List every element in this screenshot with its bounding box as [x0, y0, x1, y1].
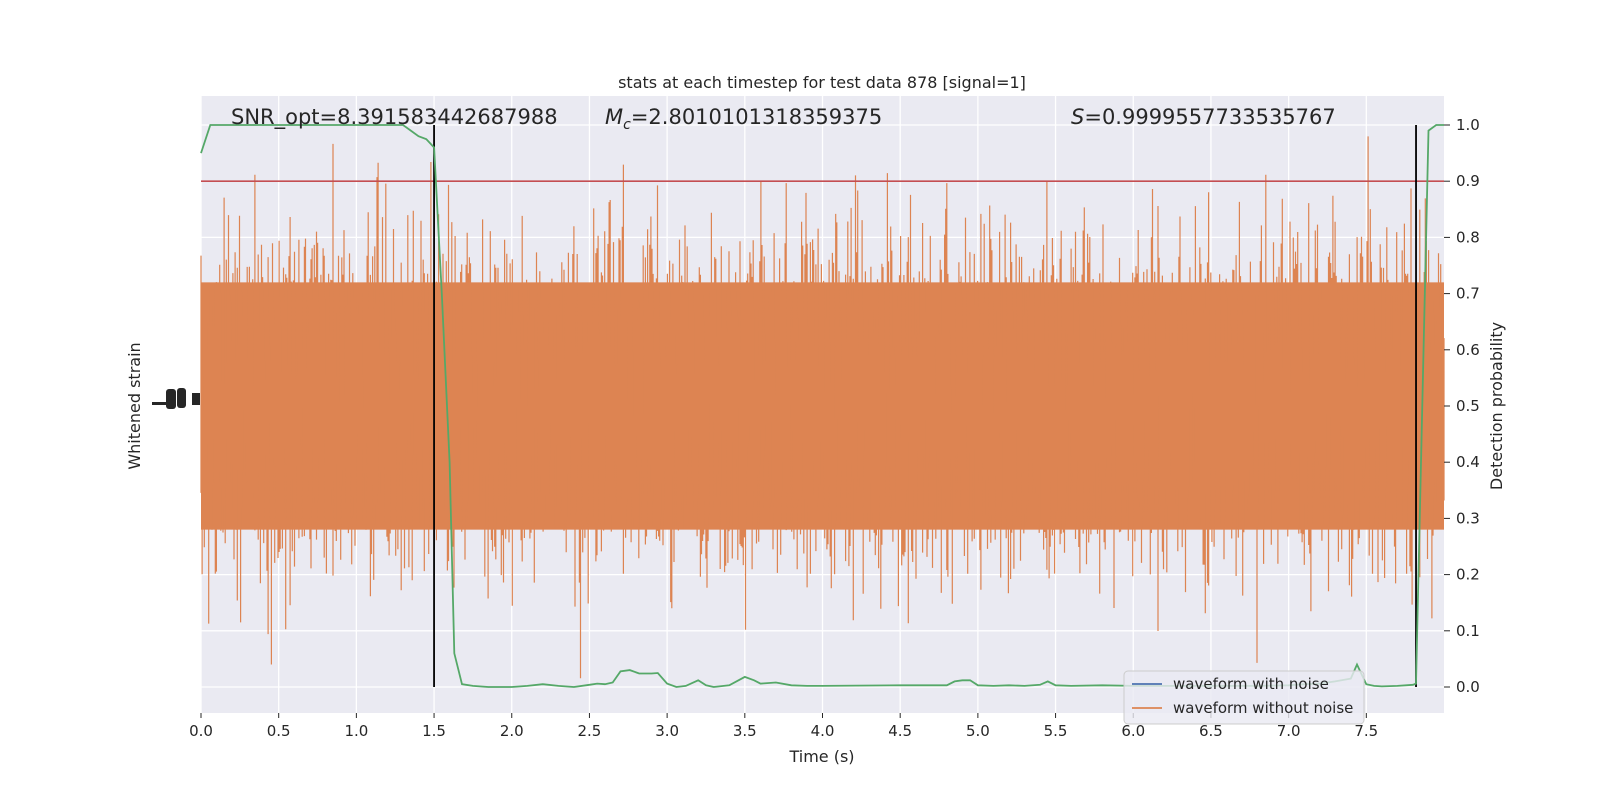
x-tick-label: 3.0: [655, 722, 679, 740]
y-tick-label: 0.7: [1456, 285, 1480, 303]
s-symbol: S: [1071, 105, 1084, 129]
legend: waveform with noise waveform without noi…: [1123, 670, 1365, 725]
s-annotation: S=0.9999557733535767: [1071, 105, 1336, 129]
y-tick-label: 0.4: [1456, 453, 1480, 471]
left-y-axis-label: Whitened strain: [125, 342, 144, 469]
chirp-mass-value: =2.8010101318359375: [631, 105, 882, 129]
left-axis-tick-cluster: [152, 388, 200, 409]
snr-annotation: SNR_opt=8.391583442687988: [231, 105, 558, 130]
legend-label-waveform-without-noise: waveform without noise: [1173, 699, 1353, 717]
noise-band: [200, 136, 1445, 679]
y-tick-label: 0.3: [1456, 509, 1480, 527]
x-tick-label: 7.5: [1354, 722, 1378, 740]
y-tick-label: 0.5: [1456, 397, 1480, 415]
vertical-markers: [433, 125, 1417, 687]
y-tick-label: 0.8: [1456, 228, 1480, 246]
x-tick-label: 3.5: [733, 722, 757, 740]
y-tick-label: 0.1: [1456, 622, 1480, 640]
chart-title: stats at each timestep for test data 878…: [618, 73, 1026, 92]
x-tick-label: 2.0: [500, 722, 524, 740]
y-tick-label: 0.9: [1456, 172, 1480, 190]
x-tick-labels: 0.0 0.5 1.0 1.5 2.0 2.5 3.0 3.5 4.0 4.5 5.0 5.5 6.0 6…: [189, 713, 1378, 740]
y-tick-label: 0.0: [1456, 678, 1480, 696]
x-tick-label: 6.0: [1121, 722, 1145, 740]
s-value: =0.9999557733535767: [1084, 105, 1335, 129]
x-tick-label: 5.0: [966, 722, 990, 740]
y-tick-label: 0.2: [1456, 566, 1480, 584]
x-tick-label: 4.0: [811, 722, 835, 740]
noise-band-strokes: [200, 136, 1445, 679]
x-tick-label: 0.5: [267, 722, 291, 740]
x-tick-label: 4.5: [888, 722, 912, 740]
y-tick-label: 0.6: [1456, 341, 1480, 359]
y-tick-label: 1.0: [1456, 116, 1480, 134]
x-tick-label: 2.5: [578, 722, 602, 740]
y-tick-labels: 0.0 0.1 0.2 0.3 0.4 0.5 0.6 0.7 0.8 0.9 1.0: [1444, 116, 1480, 696]
legend-label-waveform-with-noise: waveform with noise: [1173, 675, 1329, 693]
chirp-mass-annotation: Mc=2.8010101318359375: [605, 105, 882, 133]
x-tick-label: 5.5: [1044, 722, 1068, 740]
x-tick-label: 0.0: [189, 722, 213, 740]
x-tick-label: 1.0: [344, 722, 368, 740]
x-axis-label: Time (s): [788, 747, 854, 766]
x-tick-label: 1.5: [422, 722, 446, 740]
chirp-mass-subscript: c: [623, 117, 631, 133]
chirp-mass-symbol: M: [605, 105, 623, 129]
right-y-axis-label: Detection probability: [1487, 322, 1506, 490]
x-tick-label: 6.5: [1199, 722, 1223, 740]
x-tick-label: 7.0: [1277, 722, 1301, 740]
